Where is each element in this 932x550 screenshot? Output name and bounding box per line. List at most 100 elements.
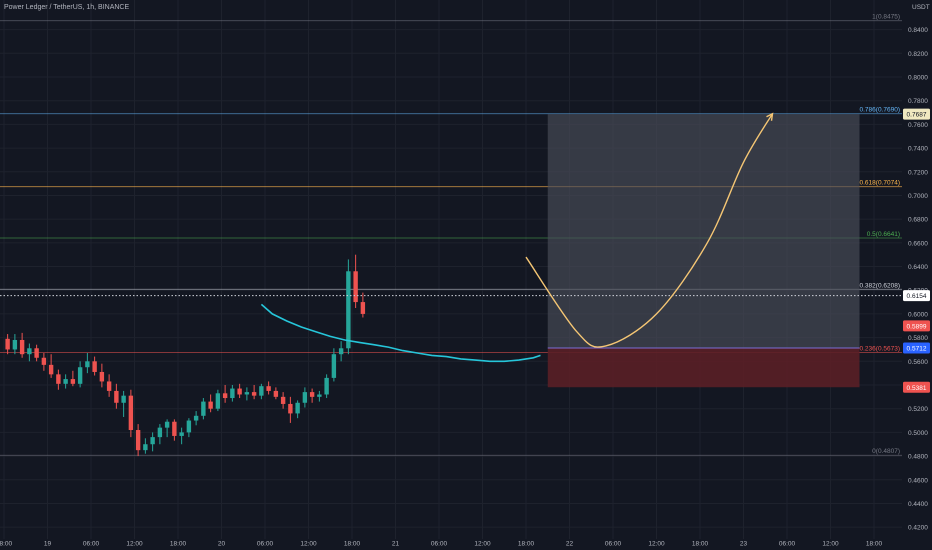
candle-body [201, 401, 206, 416]
candle-body [230, 388, 235, 399]
candle-body [193, 415, 199, 421]
fib-level-label: 1(0.8475) [872, 14, 900, 21]
candle-body [77, 367, 83, 384]
price-label-tag [903, 108, 930, 120]
fib-level-label: 0(0.4807) [872, 448, 900, 455]
time-tick-label: 06:00 [431, 541, 448, 548]
price-tick-label: 0.7400 [908, 146, 928, 153]
price-tick-label: 0.6000 [908, 311, 928, 318]
price-label-tag [903, 320, 930, 332]
candle-body [128, 395, 134, 431]
candle-body [164, 421, 170, 428]
price-tick-label: 0.7800 [908, 98, 928, 105]
time-tick-label: 06:00 [779, 541, 796, 548]
candle-body [56, 374, 61, 384]
time-tick-label: 21 [392, 541, 400, 548]
candle-body [92, 361, 97, 372]
price-tick-label: 0.4400 [908, 501, 928, 508]
time-tick-label: 22 [566, 541, 574, 548]
candle-body [331, 354, 337, 378]
moving-average-path [260, 303, 541, 363]
candle-body [121, 395, 126, 403]
price-axis-background [902, 0, 932, 550]
candle-body [295, 402, 300, 414]
candlestick-series [5, 254, 366, 457]
candle-body [208, 401, 213, 409]
candle-body [309, 392, 315, 397]
candle-body [338, 348, 344, 355]
time-tick-label: 20 [218, 541, 226, 548]
candle-body [34, 348, 39, 358]
price-tick-label: 0.5000 [908, 430, 928, 437]
price-tick-label: 0.4200 [908, 525, 928, 532]
candle-body [259, 386, 264, 396]
symbol-title: Power Ledger / TetherUS, 1h, BINANCE [4, 4, 130, 11]
price-tick-label: 0.6400 [908, 264, 928, 271]
candle-body [70, 379, 76, 384]
price-tick-label: 0.6600 [908, 240, 928, 247]
fib-level-label: 0.5(0.6641) [867, 231, 900, 238]
price-tick-label: 0.4800 [908, 454, 928, 461]
long-position-tool[interactable] [547, 114, 860, 388]
time-tick-label: 18:00 [170, 541, 187, 548]
fib-level-label: 0.236(0.5673) [860, 346, 900, 353]
candle-body [99, 371, 105, 382]
candle-body [106, 381, 112, 391]
candle-body [280, 396, 286, 404]
price-axis[interactable]: 0.8400 0.8200 0.8000 0.7800 0.7600 0.7400 0.72… [902, 0, 932, 550]
candle-body [237, 388, 242, 395]
stop-zone [547, 348, 860, 388]
time-tick-label: 18:00 [0, 541, 13, 548]
candle-body [266, 386, 271, 391]
candle-body [19, 339, 25, 355]
fib-level-label: 0.618(0.7074) [860, 180, 900, 187]
time-tick-label: 12:00 [822, 541, 839, 548]
candle-body [251, 392, 257, 396]
candle-body [317, 394, 322, 397]
time-tick-label: 12:00 [300, 541, 317, 548]
price-tick-label: 0.8200 [908, 51, 928, 58]
target-zone [547, 114, 860, 349]
candle-body [12, 339, 18, 350]
candle-body [324, 377, 329, 395]
time-tick-label: 23 [740, 541, 748, 548]
time-axis-background [0, 539, 902, 550]
candle-body [41, 357, 47, 365]
candle-body [186, 420, 192, 433]
price-label-tag [903, 381, 930, 393]
candle-body [222, 393, 228, 399]
candle-body [63, 379, 68, 384]
time-axis[interactable]: 18:00 19 06:00 12:00 18:00 20 06:00 12:00 18:00 2… [0, 539, 902, 550]
time-tick-label: 18:00 [866, 541, 883, 548]
candle-body [157, 427, 163, 438]
price-tick-label: 0.4600 [908, 477, 928, 484]
price-tick-label: 0.8400 [908, 27, 928, 34]
price-label-text: 0.5381 [907, 385, 927, 392]
candle-body [27, 348, 32, 355]
arrow-head [766, 112, 774, 121]
candle-body [353, 271, 358, 303]
moving-average-line [0, 295, 902, 363]
time-tick-label: 18:00 [518, 541, 535, 548]
price-label-tag [903, 290, 930, 302]
projected-path-curve [525, 113, 774, 348]
price-label-text: 0.5712 [907, 346, 927, 353]
time-tick-label: 06:00 [605, 541, 622, 548]
candle-body [172, 421, 177, 436]
candle-body [143, 444, 148, 451]
time-tick-label: 06:00 [83, 541, 100, 548]
candle-body [85, 361, 90, 368]
candle-body [360, 302, 366, 314]
time-tick-label: 12:00 [474, 541, 491, 548]
price-tick-label: 0.7000 [908, 193, 928, 200]
price-label-text: 0.6154 [907, 293, 927, 300]
currency-label: USDT [912, 4, 930, 11]
price-label-text: 0.5899 [907, 323, 927, 330]
projected-path-arrow[interactable] [525, 112, 774, 348]
price-tick-label: 0.5800 [908, 335, 928, 342]
candle-body [244, 392, 250, 395]
candle-body [179, 432, 184, 436]
price-tick-label: 0.8000 [908, 75, 928, 82]
candle-body [302, 392, 308, 403]
